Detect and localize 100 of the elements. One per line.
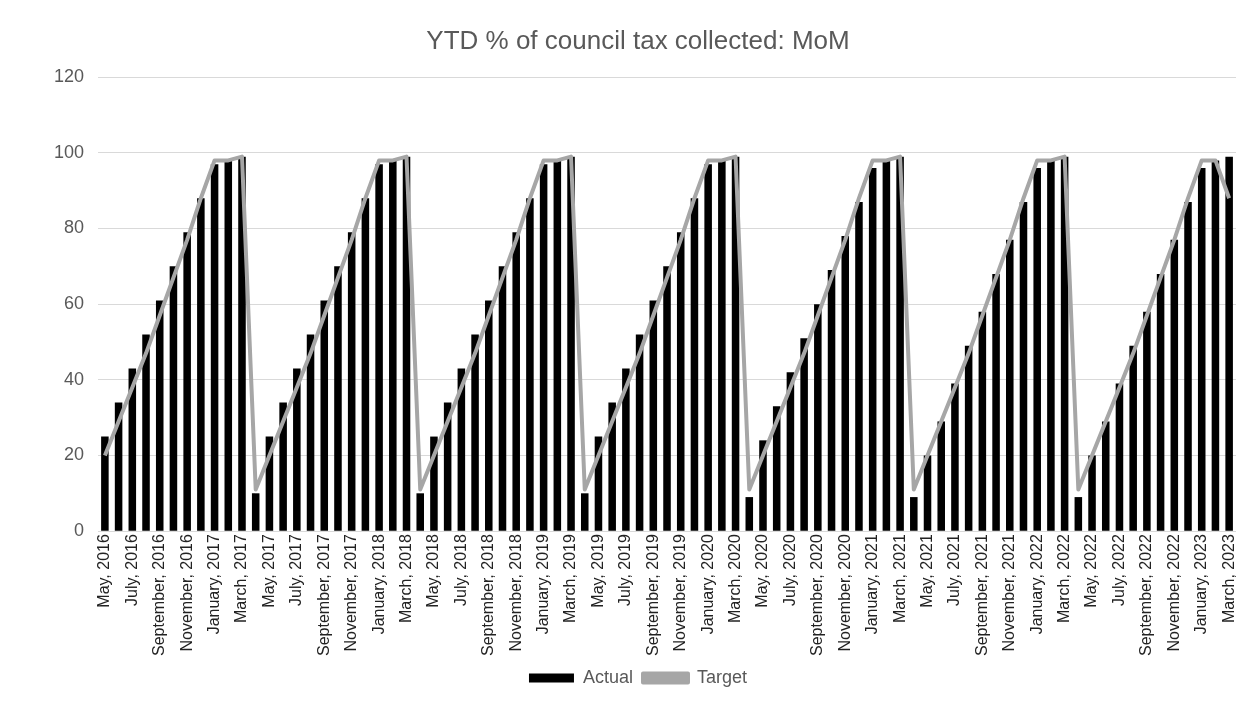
bar: [992, 273, 1000, 531]
x-tick-label: November, 2018: [506, 534, 524, 652]
x-tick-label: September, 2022: [1137, 534, 1155, 657]
bar: [553, 160, 562, 531]
bar: [663, 266, 671, 531]
x-tick-label: September, 2018: [479, 534, 497, 657]
bar: [1225, 156, 1233, 531]
bar: [512, 232, 520, 531]
x-tick-label: November, 2019: [671, 534, 689, 652]
x-tick-label: November, 2016: [177, 534, 195, 652]
bar: [155, 300, 164, 531]
bar: [526, 198, 534, 531]
bar: [1129, 345, 1137, 531]
x-tick-label: March, 2018: [396, 534, 414, 624]
bar: [142, 334, 150, 531]
x-tick-label: January, 2022: [1027, 534, 1045, 635]
bar: [580, 493, 589, 531]
y-tick-label: 80: [64, 217, 85, 238]
bar: [334, 266, 342, 531]
bar: [1088, 455, 1096, 531]
x-tick-label: May, 2019: [588, 534, 606, 608]
bar: [183, 232, 191, 531]
bar: [389, 160, 397, 531]
y-tick-label: 20: [64, 444, 85, 465]
x-tick-label: November, 2021: [1000, 534, 1018, 652]
x-tick-label: July, 2019: [616, 534, 634, 606]
bar: [1074, 497, 1083, 531]
bar: [841, 236, 850, 531]
bar: [882, 160, 891, 531]
bar: [539, 164, 548, 531]
x-tick-label: January, 2019: [534, 534, 552, 635]
bar: [676, 232, 685, 531]
y-tick-label: 40: [64, 368, 85, 389]
x-tick-label: November, 2022: [1164, 534, 1182, 652]
bar: [745, 497, 754, 531]
x-tick-label: March, 2022: [1055, 534, 1073, 624]
bar: [361, 198, 370, 531]
legend-label: Target: [697, 666, 748, 687]
x-tick-label: March, 2017: [232, 534, 250, 624]
x-tick-label: May, 2021: [917, 534, 935, 608]
x-tick-label: January, 2023: [1192, 534, 1210, 635]
x-tick-label: May, 2017: [259, 534, 277, 608]
x-tick-label: March, 2020: [725, 534, 743, 624]
bar: [293, 368, 301, 531]
x-tick-label: November, 2020: [835, 534, 853, 652]
bar: [978, 311, 987, 531]
bar: [1006, 239, 1014, 531]
x-tick-label: January, 2021: [863, 534, 881, 635]
bar: [608, 402, 616, 531]
bar: [937, 421, 945, 531]
bar: [1019, 202, 1028, 531]
bar: [910, 497, 918, 531]
bar: [1143, 311, 1151, 531]
bar: [1211, 160, 1220, 531]
bar: [347, 232, 356, 531]
x-tick-label: January, 2018: [369, 534, 387, 635]
bar: [868, 167, 877, 531]
x-tick-label: September, 2021: [972, 534, 990, 657]
x-tick-label: March, 2019: [561, 534, 579, 624]
x-tick-label: March, 2023: [1219, 534, 1237, 624]
y-tick-label: 60: [64, 293, 85, 314]
bar: [704, 164, 712, 531]
x-tick-label: November, 2017: [342, 534, 360, 652]
bar: [224, 160, 233, 531]
legend-label: Actual: [582, 666, 633, 687]
bar: [279, 402, 287, 531]
bar: [1101, 421, 1110, 531]
x-tick-label: July, 2016: [122, 534, 140, 606]
bar: [1184, 202, 1192, 531]
x-tick-label: July, 2021: [945, 534, 963, 606]
bar: [416, 493, 424, 531]
x-tick-label: September, 2017: [314, 534, 332, 657]
y-tick-label: 0: [74, 520, 85, 541]
x-tick-label: May, 2020: [753, 534, 771, 608]
x-tick-label: March, 2021: [890, 534, 908, 624]
x-tick-label: May, 2022: [1082, 534, 1100, 608]
x-tick-label: September, 2019: [643, 534, 661, 657]
x-tick-label: January, 2017: [204, 534, 222, 635]
bar: [800, 338, 808, 531]
y-tick-label: 100: [53, 141, 85, 162]
x-tick-label: January, 2020: [698, 534, 716, 635]
bar: [210, 164, 219, 531]
bar: [718, 160, 726, 531]
y-tick-label: 120: [53, 66, 85, 87]
x-tick-label: July, 2017: [287, 534, 305, 606]
bar: [101, 436, 109, 531]
bar: [1033, 167, 1041, 531]
bar: [471, 334, 479, 531]
x-tick-label: July, 2020: [780, 534, 798, 606]
bar: [690, 198, 699, 531]
bar: [375, 164, 383, 531]
bar: [951, 383, 959, 531]
bar: [1170, 239, 1179, 531]
bar: [622, 368, 630, 531]
bar: [485, 300, 493, 531]
bar: [814, 304, 822, 531]
bar: [1047, 160, 1055, 531]
x-tick-label: September, 2016: [150, 534, 168, 657]
x-tick-label: July, 2018: [451, 534, 469, 606]
bar: [855, 202, 863, 531]
